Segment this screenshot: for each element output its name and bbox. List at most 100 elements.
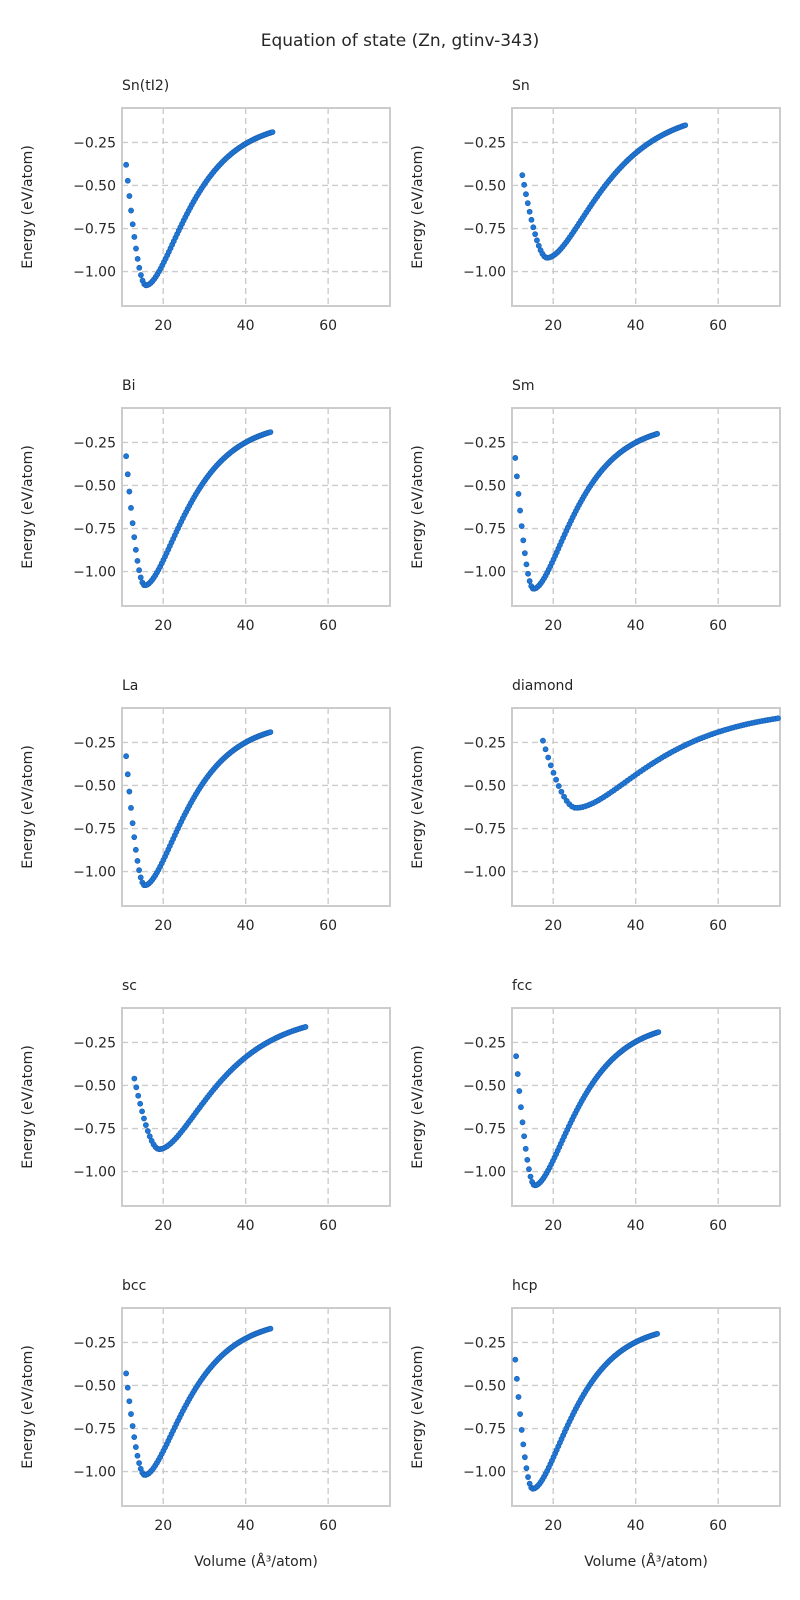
x-tick-label: 60 [319,918,337,934]
y-tick-label: −0.25 [463,435,506,451]
y-tick-label: −0.50 [463,1378,506,1394]
x-tick-label: 60 [709,618,727,634]
data-point [123,453,130,460]
x-tick-label: 20 [154,1518,172,1534]
x-tick-label: 20 [544,1218,562,1234]
data-point [655,1029,662,1035]
y-tick-label: −0.50 [73,778,116,794]
x-tick-label: 60 [319,1518,337,1534]
data-point [532,231,539,238]
data-point [558,788,565,795]
data-series [540,715,781,811]
plot-area [511,407,781,607]
data-point [134,857,141,864]
data-series [519,122,689,261]
y-tick-label: −0.75 [73,1422,116,1438]
data-point [137,874,144,881]
y-tick-label: −1.00 [463,265,506,281]
data-point [124,177,131,184]
panel-sc: 20 40 60 −0.25 −0.50 −0.75 −1.00 sc Energy (eV/a… [20,978,391,1234]
y-tick-label: −0.25 [463,735,506,751]
panel-bcc: 20 40 60 −0.25 −0.50 −0.75 −1.00 bcc Energy (eV/… [20,1278,391,1570]
data-point [514,1071,521,1077]
y-tick-label: −0.75 [73,822,116,838]
y-tick-label: −0.50 [463,478,506,494]
data-point [654,1330,661,1337]
y-tick-label: −0.25 [73,735,116,751]
data-point [515,1394,522,1400]
y-tick-label: −0.25 [463,135,506,151]
y-axis-label: Energy (eV/atom) [20,745,36,869]
y-axis-label: Energy (eV/atom) [410,445,426,569]
panel-la: 20 40 60 −0.25 −0.50 −0.75 −1.00 La Energy (eV/a… [20,678,391,934]
y-tick-label: −0.25 [73,1335,116,1351]
y-tick-label: −1.00 [463,565,506,581]
y-axis-label: Energy (eV/atom) [20,1045,36,1169]
data-point [267,429,274,435]
y-tick-label: −0.50 [73,1078,116,1094]
data-point [513,1053,520,1060]
data-point [520,1441,527,1448]
data-point [135,1092,142,1099]
x-axis-label: Volume (Å³/atom) [584,1553,708,1570]
data-point [138,272,144,278]
y-tick-label: −1.00 [73,265,116,281]
data-point [526,578,533,584]
plot-area [121,1307,391,1507]
panel-title: bcc [122,1278,146,1294]
data-point [128,207,134,214]
data-point [523,561,530,568]
panel-title: fcc [512,978,532,994]
data-point [136,1460,142,1466]
y-tick-label: −0.25 [73,135,116,151]
data-point [136,867,142,874]
data-point [521,550,528,557]
x-tick-label: 40 [237,1218,255,1234]
data-series [123,1325,274,1478]
y-tick-label: −0.50 [463,778,506,794]
data-point [131,234,138,240]
y-tick-label: −0.50 [73,478,116,494]
y-tick-label: −0.50 [73,178,116,194]
data-point [518,1427,525,1433]
panel-fcc: 20 40 60 −0.25 −0.50 −0.75 −1.00 fcc Energy (eV/… [410,978,781,1234]
data-point [654,430,661,437]
y-tick-label: −0.75 [73,1122,116,1138]
data-point [132,1444,139,1450]
data-point [132,846,139,853]
data-point [550,769,557,776]
x-tick-label: 60 [319,618,337,634]
panel-sn: 20 40 60 −0.25 −0.50 −0.75 −1.00 Sn Energy (eV/a… [410,78,781,334]
data-point [267,1325,274,1332]
data-point [141,1115,147,1122]
data-point [131,834,138,841]
data-point [545,754,552,761]
data-point [302,1024,309,1030]
data-point [133,1084,140,1091]
data-point [131,1075,138,1082]
data-point [528,216,535,223]
x-tick-label: 40 [627,1518,645,1534]
data-point [561,793,567,800]
data-point [515,491,522,497]
y-tick-label: −0.75 [73,222,116,238]
data-point [513,473,520,480]
x-tick-label: 60 [319,1218,337,1234]
plot-area [511,707,781,907]
data-point [542,746,549,753]
y-axis-label: Energy (eV/atom) [410,745,426,869]
plot-area [121,407,391,607]
x-tick-label: 60 [709,1218,727,1234]
x-tick-label: 40 [627,618,645,634]
data-point [124,771,131,778]
data-point [133,245,139,252]
data-point [131,1434,138,1441]
data-point [519,172,526,179]
panel-title: sc [122,978,137,994]
data-series [512,1330,661,1492]
data-point [137,574,144,581]
data-point [126,488,133,495]
x-tick-label: 40 [237,318,255,334]
data-point [524,200,531,207]
data-point [518,523,525,529]
